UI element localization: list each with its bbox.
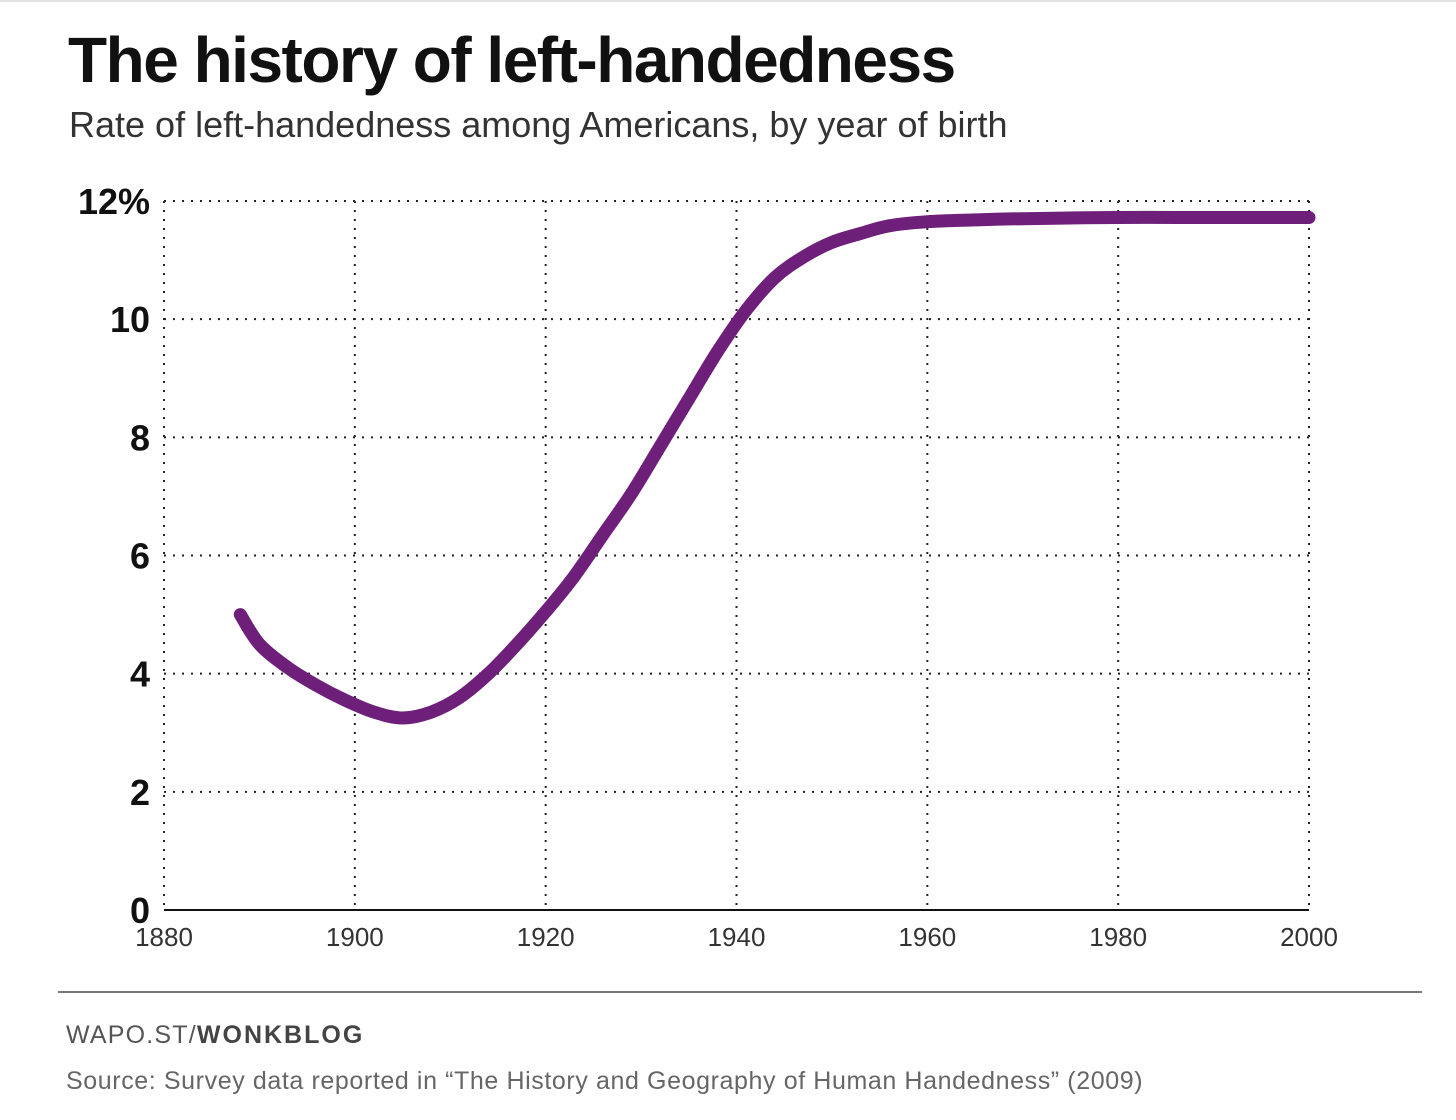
page-title: The history of left-handedness xyxy=(68,24,956,96)
series-layer xyxy=(233,210,1316,725)
x-tick-label-1900: 1900 xyxy=(326,922,384,952)
source-note: Source: Survey data reported in “The His… xyxy=(66,1067,1144,1095)
x-tick-label-2000: 2000 xyxy=(1280,922,1338,952)
y-tick-label-12: 12% xyxy=(78,181,150,222)
credit-brand: WONKBLOG xyxy=(196,1021,365,1049)
y-tick-label-8: 8 xyxy=(130,417,150,458)
top-rule xyxy=(0,0,1456,2)
credit-line: WAPO.ST/WONKBLOG xyxy=(66,1019,364,1051)
x-tick-label-1880: 1880 xyxy=(135,922,193,952)
page-subtitle: Rate of left-handedness among Americans,… xyxy=(69,104,1008,145)
grid-layer xyxy=(163,200,1310,910)
footer-rule xyxy=(58,991,1422,993)
series-line-0 xyxy=(233,210,1316,725)
y-tick-label-6: 6 xyxy=(130,536,150,577)
y-tick-label-4: 4 xyxy=(130,654,150,695)
x-tick-label-1940: 1940 xyxy=(708,922,766,952)
credit-prefix: WAPO.ST/ xyxy=(66,1021,197,1049)
x-tick-label-1920: 1920 xyxy=(517,922,575,952)
y-tick-label-0: 0 xyxy=(130,890,150,931)
y-tick-label-2: 2 xyxy=(130,772,150,813)
x-tick-label-1960: 1960 xyxy=(898,922,956,952)
tick-label-layer: 0 2 4 6 8 10 12% 1880 1900 1920 1940 1960 1980 2000 xyxy=(78,181,1338,952)
y-tick-label-10: 10 xyxy=(110,299,150,340)
x-tick-label-1980: 1980 xyxy=(1089,922,1147,952)
